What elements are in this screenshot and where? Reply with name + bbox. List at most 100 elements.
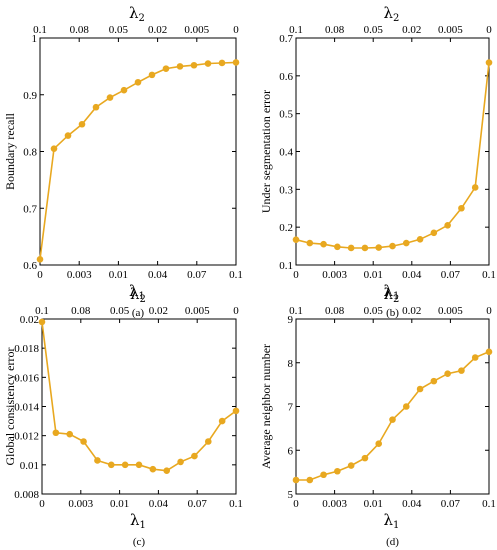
x-top-axis-title-subscript: 2 <box>139 13 145 24</box>
y-tick-label: 8 <box>288 358 294 370</box>
x-bottom-tick-label: 0 <box>37 269 43 281</box>
y-tick-label: 0.6 <box>279 71 293 83</box>
x-top-tick-label: 0.1 <box>289 305 303 317</box>
x-top-tick-label: 0.05 <box>109 24 129 36</box>
y-tick-label: 0.008 <box>14 489 39 501</box>
x-bottom-axis-title: λ1 <box>384 511 400 531</box>
chart-panel-a: 0.6 0.7 0.8 0.9 1 0 0.003 0.01 0.04 0.07 0.1 0.1 0.0… <box>3 4 243 319</box>
x-top-axis-title: λ2 <box>129 4 145 24</box>
data-point <box>402 403 410 410</box>
data-point <box>444 370 451 377</box>
panel-caption: (d) <box>386 536 399 548</box>
data-point <box>66 430 74 438</box>
x-top-tick-label: 0.08 <box>70 24 90 36</box>
x-bottom-axis-title-symbol: λ <box>129 282 139 300</box>
data-point <box>347 462 355 469</box>
data-point <box>402 239 410 247</box>
y-tick-label: 0.7 <box>279 33 293 45</box>
x-top-tick-label: 0 <box>486 305 492 317</box>
data-point <box>389 242 396 250</box>
x-top-tick-label: 0.1 <box>289 24 303 36</box>
x-bottom-tick-label: 0.003 <box>67 269 92 281</box>
y-tick-label: 0.018 <box>14 343 39 355</box>
x-bottom-tick-label: 0.1 <box>482 269 496 281</box>
chart-panel-d: 5 6 7 8 9 0 0.003 0.01 0.04 0.07 0.1 0.1 0.08 0.05 0.0… <box>259 285 496 548</box>
x-bottom-axis-title-subscript: 1 <box>140 520 146 531</box>
data-point <box>361 244 369 252</box>
data-point <box>485 348 493 356</box>
data-point <box>416 235 424 243</box>
data-point <box>80 438 87 445</box>
data-point <box>292 476 300 484</box>
x-top-tick-label: 0.005 <box>184 24 209 36</box>
data-point <box>361 454 369 462</box>
data-point <box>204 60 212 67</box>
x-top-tick-label: 0.02 <box>148 24 167 36</box>
data-point <box>320 240 327 248</box>
x-bottom-tick-label: 0.07 <box>441 498 461 510</box>
x-top-tick-label: 0.005 <box>185 305 210 317</box>
y-tick-label: 0.016 <box>14 372 39 384</box>
data-point <box>334 467 341 475</box>
x-bottom-axis-title-symbol: λ <box>384 511 394 529</box>
x-bottom-tick-label: 0 <box>293 498 299 510</box>
data-point <box>176 63 184 70</box>
x-bottom-axis-title: λ1 <box>384 282 400 302</box>
plot-frame <box>295 37 490 266</box>
data-point <box>78 120 86 128</box>
x-top-tick-label: 0.1 <box>35 305 49 317</box>
data-point <box>232 407 240 415</box>
y-tick-label: 0.9 <box>23 90 37 102</box>
x-top-axis-title: λ2 <box>130 285 146 305</box>
x-top-tick-label: 0.08 <box>325 24 345 36</box>
y-tick-label: 9 <box>288 314 294 326</box>
data-point <box>191 452 198 460</box>
y-tick-label: 0.3 <box>279 184 293 196</box>
data-point <box>218 417 226 425</box>
x-bottom-tick-label: 0.04 <box>402 498 422 510</box>
x-bottom-tick-label: 0.01 <box>364 269 383 281</box>
y-tick-label: 5 <box>288 489 294 501</box>
y-tick-label: 0.2 <box>279 222 293 234</box>
x-top-tick-label: 0.02 <box>149 305 168 317</box>
data-point <box>375 244 383 251</box>
x-top-tick-label: 0.05 <box>364 24 384 36</box>
data-point <box>149 465 157 473</box>
y-tick-label: 0.014 <box>14 402 39 414</box>
panel-caption: (b) <box>386 307 399 319</box>
data-point <box>94 457 101 464</box>
y-tick-label: 6 <box>288 445 294 457</box>
data-point <box>36 256 44 263</box>
x-top-tick-label: 0 <box>486 24 492 36</box>
x-bottom-axis-title: λ1 <box>130 511 146 531</box>
x-top-axis-title-subscript: 2 <box>393 294 399 305</box>
data-point <box>458 367 465 374</box>
data-point <box>107 461 115 469</box>
x-bottom-tick-label: 0.07 <box>441 269 461 281</box>
x-bottom-axis-title-symbol: λ <box>384 282 394 300</box>
y-tick-label: 0.1 <box>279 260 293 272</box>
data-point <box>121 461 129 469</box>
data-point <box>430 377 438 385</box>
x-top-axis-title-subscript: 2 <box>393 13 399 24</box>
data-point <box>38 318 46 326</box>
data-point <box>471 184 479 191</box>
data-point <box>292 236 300 243</box>
y-axis-title: Global consistency error <box>3 348 17 466</box>
data-point <box>218 59 226 67</box>
data-point <box>190 61 198 69</box>
x-bottom-tick-label: 0.04 <box>402 269 422 281</box>
y-axis-title: Boundary recall <box>3 112 17 190</box>
x-bottom-tick-label: 0.07 <box>188 498 208 510</box>
x-bottom-tick-label: 0.003 <box>322 498 347 510</box>
y-tick-label: 0.6 <box>23 260 37 272</box>
x-bottom-tick-label: 0 <box>39 498 45 510</box>
y-tick-label: 7 <box>288 402 294 414</box>
data-point <box>64 132 72 139</box>
data-point <box>148 71 156 79</box>
data-point <box>120 86 128 94</box>
x-top-tick-label: 0.05 <box>110 305 130 317</box>
